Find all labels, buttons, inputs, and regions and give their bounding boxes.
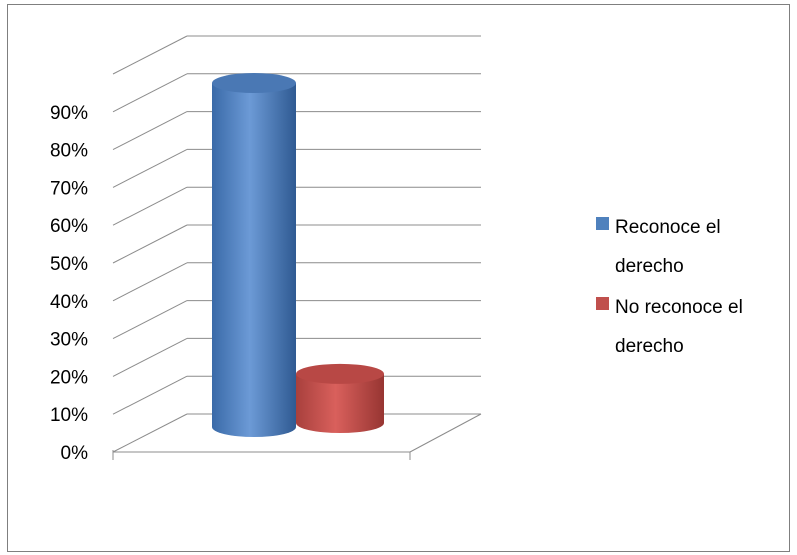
y-tick-label-8: 80% xyxy=(50,141,88,162)
chart-area xyxy=(7,4,790,552)
floor-right-edge xyxy=(409,413,482,453)
legend-swatch-red xyxy=(596,297,609,310)
bar-reconoce xyxy=(212,73,296,438)
y-tick-label-6: 60% xyxy=(50,216,88,237)
gridline-side-1 xyxy=(112,375,188,415)
y-tick-label-9: 90% xyxy=(50,103,88,124)
bar-no-reconoce xyxy=(296,363,384,433)
bar-reconoce-top xyxy=(212,73,296,94)
bar-no-reconoce-body xyxy=(296,373,384,433)
y-tick-label-0: 0% xyxy=(61,443,89,464)
y-tick-label-3: 30% xyxy=(50,330,88,351)
y-tick-label-2: 20% xyxy=(50,367,88,388)
y-tick-label-5: 50% xyxy=(50,254,88,275)
gridline-side-3 xyxy=(112,300,188,340)
gridline-side-2 xyxy=(112,337,188,377)
gridline-side-9 xyxy=(112,73,188,113)
y-tick-label-1: 10% xyxy=(50,405,88,426)
gridline-side-0 xyxy=(112,413,188,453)
y-tick-label-7: 70% xyxy=(50,178,88,199)
gridline-side-8 xyxy=(112,111,188,151)
legend-swatch-blue xyxy=(596,217,609,230)
gridline-side-6 xyxy=(112,186,188,226)
legend-label-reconoce: Reconoce el derecho xyxy=(615,217,721,277)
y-tick-label-4: 40% xyxy=(50,292,88,313)
bar-no-reconoce-top xyxy=(296,363,384,384)
gridline-side-5 xyxy=(112,224,188,264)
bar-reconoce-body xyxy=(212,83,296,438)
gridline-side-7 xyxy=(112,148,188,188)
legend-label-no-reconoce: No reconoce el derecho xyxy=(615,297,743,357)
gridline-side-10 xyxy=(112,35,188,75)
legend-item-no-reconoce: No reconoce el derecho xyxy=(596,288,786,366)
gridline-side-4 xyxy=(112,262,188,302)
legend: Reconoce el derecho No reconoce el derec… xyxy=(596,208,786,368)
legend-item-reconoce: Reconoce el derecho xyxy=(596,208,786,286)
